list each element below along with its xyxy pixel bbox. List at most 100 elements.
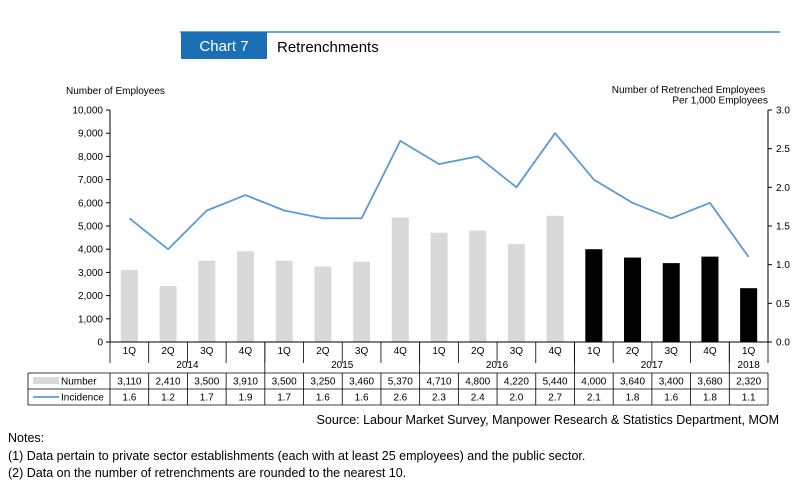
chart-title: Retrenchments bbox=[277, 39, 379, 56]
left-tick-label: 10,000 bbox=[72, 106, 103, 117]
bar bbox=[701, 256, 719, 342]
bar bbox=[353, 261, 371, 342]
table-incidence-cell: 2.7 bbox=[548, 393, 562, 404]
bar bbox=[662, 263, 680, 342]
notes: Notes: (1) Data pertain to private secto… bbox=[8, 430, 585, 483]
notes-heading: Notes: bbox=[8, 431, 45, 445]
quarter-label: 3Q bbox=[355, 346, 369, 357]
table-incidence-cell: 2.3 bbox=[432, 393, 446, 404]
table-number-cell: 3,460 bbox=[349, 377, 374, 388]
quarter-label: 1Q bbox=[587, 346, 601, 357]
table-number-cell: 4,710 bbox=[426, 377, 451, 388]
table-number-cell: 3,680 bbox=[697, 377, 722, 388]
table-incidence-cell: 1.6 bbox=[122, 393, 136, 404]
right-axis-title-line-1: Number of Retrenched Employees bbox=[612, 85, 765, 96]
left-tick-label: 5,000 bbox=[78, 222, 103, 233]
left-tick-label: 0 bbox=[97, 338, 103, 349]
table-number-cell: 4,220 bbox=[504, 377, 529, 388]
year-label: 2017 bbox=[641, 360, 664, 371]
quarter-label: 3Q bbox=[510, 346, 524, 357]
table-number-cell: 5,440 bbox=[543, 377, 568, 388]
bar bbox=[546, 215, 564, 342]
note-1: (1) Data pertain to private sector estab… bbox=[8, 448, 586, 463]
quarter-label: 1Q bbox=[278, 346, 292, 357]
chart-label-box bbox=[181, 32, 267, 59]
table-number-cell: 2,410 bbox=[156, 377, 181, 388]
bar bbox=[624, 257, 642, 342]
bar bbox=[314, 266, 332, 342]
table-number-cell: 3,110 bbox=[117, 377, 142, 388]
left-tick-label: 4,000 bbox=[78, 245, 103, 256]
left-tick-label: 6,000 bbox=[78, 198, 103, 209]
table-number-cell: 3,400 bbox=[659, 377, 684, 388]
table-number-cell: 3,250 bbox=[310, 377, 335, 388]
quarter-label: 1Q bbox=[123, 346, 137, 357]
quarter-label: 4Q bbox=[548, 346, 562, 357]
bar bbox=[585, 249, 603, 342]
left-tick-label: 1,000 bbox=[78, 314, 103, 325]
right-axis-title-line-2: Per 1,000 Employees bbox=[672, 96, 768, 107]
quarter-label: 3Q bbox=[665, 346, 679, 357]
retrenchments-chart: Chart 7 Retrenchments Number of Employee… bbox=[27, 31, 790, 406]
bar bbox=[430, 232, 448, 342]
right-tick-label: 0.0 bbox=[776, 338, 790, 349]
bar bbox=[469, 230, 487, 342]
table-number-cell: 3,910 bbox=[233, 377, 258, 388]
legend-bar-key bbox=[33, 377, 59, 384]
chart-label: Chart 7 bbox=[199, 38, 248, 55]
left-tick-label: 7,000 bbox=[78, 175, 103, 186]
left-tick-label: 8,000 bbox=[78, 152, 103, 163]
bar bbox=[391, 217, 409, 342]
quarter-label: 4Q bbox=[239, 346, 253, 357]
quarter-label: 4Q bbox=[394, 346, 408, 357]
year-label: 2014 bbox=[176, 360, 199, 371]
quarter-label: 2Q bbox=[316, 346, 330, 357]
right-tick-label: 3.0 bbox=[776, 106, 790, 117]
left-tick-label: 3,000 bbox=[78, 268, 103, 279]
table-incidence-cell: 1.8 bbox=[703, 393, 717, 404]
quarter-label: 2Q bbox=[626, 346, 640, 357]
bar bbox=[120, 269, 138, 342]
table-incidence-cell: 2.4 bbox=[471, 393, 485, 404]
table-incidence-cell: 1.6 bbox=[355, 393, 369, 404]
quarter-label: 2Q bbox=[161, 346, 175, 357]
table-number-cell: 4,800 bbox=[465, 377, 490, 388]
year-label: 2015 bbox=[331, 360, 354, 371]
right-tick-label: 1.0 bbox=[776, 260, 790, 271]
bar bbox=[507, 244, 525, 342]
year-label: 2016 bbox=[486, 360, 509, 371]
quarter-label: 2Q bbox=[471, 346, 485, 357]
table-incidence-cell: 1.9 bbox=[239, 393, 253, 404]
table-incidence-cell: 2.6 bbox=[393, 393, 407, 404]
source-note: Source: Labour Market Survey, Manpower R… bbox=[316, 413, 779, 427]
table-number-cell: 3,640 bbox=[620, 377, 645, 388]
bar bbox=[275, 260, 293, 342]
bar bbox=[740, 288, 758, 342]
table-incidence-cell: 1.8 bbox=[626, 393, 640, 404]
quarter-label: 3Q bbox=[200, 346, 214, 357]
quarter-label: 1Q bbox=[742, 346, 756, 357]
legend-line-label: Incidence bbox=[61, 393, 104, 404]
table-number-cell: 3,500 bbox=[272, 377, 297, 388]
note-2: (2) Data on the number of retrenchments … bbox=[8, 466, 407, 480]
table-incidence-cell: 1.7 bbox=[277, 393, 291, 404]
year-label: 2018 bbox=[738, 360, 761, 371]
table-incidence-cell: 2.0 bbox=[509, 393, 523, 404]
table-number-cell: 3,500 bbox=[194, 377, 219, 388]
quarter-label: 4Q bbox=[703, 346, 717, 357]
table-number-cell: 4,000 bbox=[581, 377, 606, 388]
right-tick-label: 0.5 bbox=[776, 299, 790, 310]
right-tick-label: 1.5 bbox=[776, 222, 790, 233]
table-incidence-cell: 1.2 bbox=[161, 393, 175, 404]
bar bbox=[236, 251, 254, 342]
right-tick-label: 2.0 bbox=[776, 183, 790, 194]
table-incidence-cell: 1.6 bbox=[316, 393, 330, 404]
table-number-cell: 5,370 bbox=[388, 377, 413, 388]
left-tick-label: 2,000 bbox=[78, 291, 103, 302]
bar bbox=[198, 260, 216, 342]
table-incidence-cell: 1.1 bbox=[742, 393, 756, 404]
table-number-cell: 2,320 bbox=[736, 377, 761, 388]
quarter-label: 1Q bbox=[432, 346, 446, 357]
bar bbox=[159, 286, 177, 342]
right-axis-title: Number of Retrenched Employees Per 1,000… bbox=[612, 85, 768, 107]
